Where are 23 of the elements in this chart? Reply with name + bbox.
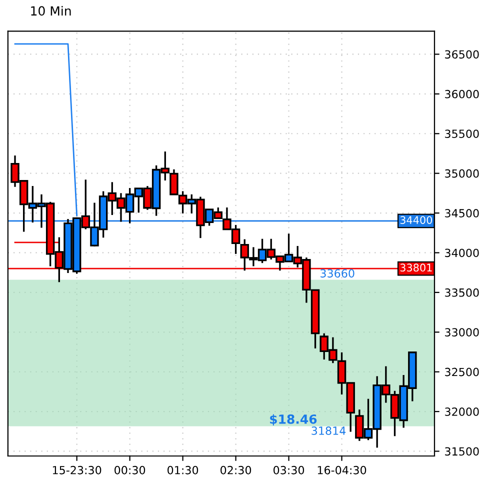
y-tick-label: 35500 — [445, 130, 479, 138]
x-tick-label: 16-04:30 — [318, 466, 366, 474]
ref-line-label: 34400 — [400, 216, 432, 224]
ref-line-label: 33801 — [400, 264, 432, 272]
annotation: 33660 — [320, 269, 354, 278]
y-tick-label: 34500 — [445, 209, 479, 218]
chart-title: 10 Min — [31, 6, 71, 16]
band-label: $18.46 — [270, 414, 317, 426]
y-tick-label: 32000 — [445, 408, 479, 416]
y-tick-label: 32500 — [445, 368, 479, 376]
x-tick-label: 01:30 — [168, 466, 198, 474]
y-tick-label: 34000 — [445, 248, 479, 258]
annotation: 31814 — [312, 426, 346, 435]
x-tick-label: 15-23:30 — [52, 466, 102, 474]
x-tick-label: 03:30 — [274, 466, 304, 474]
x-tick-label: 00:30 — [114, 466, 146, 474]
y-tick-label: 33500 — [445, 288, 479, 297]
y-tick-label: 36000 — [445, 90, 479, 98]
y-tick-label: 35000 — [445, 169, 479, 178]
y-tick-label: 36500 — [445, 50, 479, 59]
y-tick-label: 33000 — [445, 328, 479, 337]
y-tick-label: 31500 — [445, 447, 479, 456]
x-tick-label: 02:30 — [220, 466, 252, 474]
